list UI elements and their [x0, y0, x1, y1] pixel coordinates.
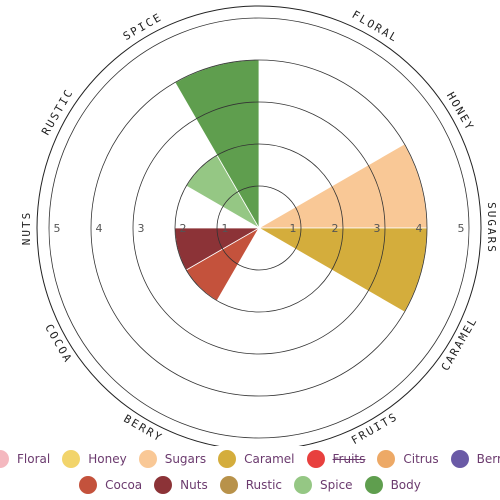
- legend-item-sugars[interactable]: Sugars: [138, 450, 207, 468]
- ring-label-left-1: 1: [222, 222, 229, 235]
- ring-4: [90, 59, 428, 397]
- legend-item-berry[interactable]: Berry: [450, 450, 500, 468]
- legend: Floral Honey Sugars Caramel Fruits Citrus Berr…: [0, 446, 500, 498]
- legend-swatch: [79, 476, 98, 494]
- outer-ring: [36, 5, 482, 446]
- legend-swatch: [294, 476, 312, 494]
- ring-label-right-4: 4: [416, 222, 423, 235]
- legend-swatch: [364, 476, 383, 494]
- polar-area-chart: 1 12 23 34 45 5FLORALHONEYSUGARSCARAMELFRUITS…: [20, 0, 498, 446]
- ring-label-left-5: 5: [54, 222, 61, 235]
- legend-label: Berry: [476, 452, 500, 466]
- legend-item-caramel[interactable]: Caramel: [218, 450, 295, 468]
- legend-item-nuts[interactable]: Nuts: [154, 476, 208, 494]
- legend-swatch: [306, 450, 325, 468]
- axis-label-rustic: RUSTIC: [39, 86, 76, 137]
- legend-item-spice[interactable]: Spice: [294, 476, 353, 494]
- wedge-sugars: [257, 143, 428, 229]
- ring-3: [132, 101, 386, 355]
- legend-swatch: [0, 450, 10, 468]
- ring-label-right-1: 1: [290, 222, 297, 235]
- legend-swatch: [219, 476, 238, 494]
- legend-item-floral[interactable]: Floral: [0, 450, 50, 468]
- axis-label-fruits: FRUITS: [349, 410, 400, 446]
- ring-5: [48, 17, 470, 439]
- ring-label-right-5: 5: [458, 222, 465, 235]
- ring-label-right-3: 3: [374, 222, 381, 235]
- legend-item-rustic[interactable]: Rustic: [219, 476, 282, 494]
- legend-swatch: [138, 450, 157, 468]
- legend-row: Cocoa Nuts Rustic Spice Body: [0, 472, 500, 498]
- legend-item-citrus[interactable]: Citrus: [377, 450, 439, 468]
- legend-label: Caramel: [244, 452, 295, 466]
- axis-label-nuts: NUTS: [20, 211, 33, 246]
- legend-swatch: [377, 450, 396, 468]
- legend-item-body[interactable]: Body: [364, 476, 421, 494]
- axis-label-honey: HONEY: [444, 90, 477, 134]
- legend-label: Sugars: [164, 452, 207, 466]
- legend-label: Body: [390, 478, 421, 492]
- legend-label: Spice: [320, 478, 353, 492]
- legend-item-honey[interactable]: Honey: [62, 450, 127, 468]
- ring-label-left-4: 4: [96, 222, 103, 235]
- legend-item-fruits[interactable]: Fruits: [306, 450, 366, 468]
- legend-swatch: [450, 450, 469, 468]
- legend-swatch: [62, 450, 81, 468]
- ring-label-left-3: 3: [138, 222, 145, 235]
- legend-label: Honey: [88, 452, 127, 466]
- axis-label-sugars: SUGARS: [485, 202, 498, 254]
- legend-label: Nuts: [180, 478, 208, 492]
- wedge-caramel: [257, 227, 428, 313]
- legend-swatch: [154, 476, 173, 494]
- axis-label-spice: SPICE: [121, 10, 165, 43]
- ring-1: [216, 185, 302, 271]
- axis-label-body: BODY: [242, 0, 277, 2]
- legend-swatch: [218, 450, 237, 468]
- legend-label: Floral: [17, 452, 51, 466]
- legend-label: Citrus: [403, 452, 439, 466]
- legend-label: Fruits: [332, 452, 366, 466]
- legend-label: Cocoa: [105, 478, 143, 492]
- legend-row: Floral Honey Sugars Caramel Fruits Citrus Berr…: [0, 446, 500, 472]
- ring-2: [174, 143, 344, 313]
- ring-label-right-2: 2: [332, 222, 339, 235]
- ring-label-left-2: 2: [180, 222, 187, 235]
- legend-label: Rustic: [245, 478, 282, 492]
- legend-item-cocoa[interactable]: Cocoa: [79, 476, 142, 494]
- axis-label-floral: FLORAL: [350, 8, 401, 45]
